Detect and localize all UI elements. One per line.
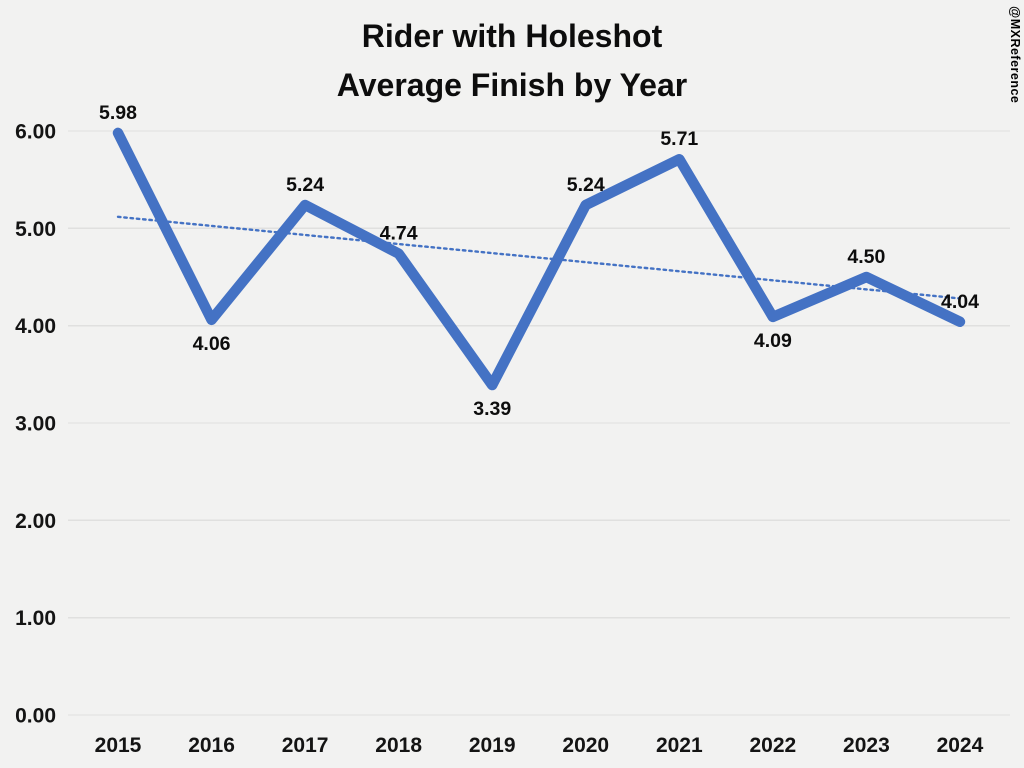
data-point-label: 4.04 (941, 291, 979, 313)
y-axis-tick-label: 4.00 (15, 315, 56, 338)
y-axis-tick-label: 6.00 (15, 121, 56, 144)
y-axis-tick-label: 5.00 (15, 218, 56, 241)
chart-title-line1: Rider with Holeshot (361, 18, 663, 54)
x-axis-tick-label: 2022 (749, 734, 796, 757)
y-axis-tick-label: 3.00 (15, 413, 56, 436)
data-point-label: 4.06 (193, 333, 231, 355)
y-axis-tick-label: 0.00 (15, 705, 56, 728)
x-axis-tick-label: 2021 (656, 734, 703, 757)
x-axis-tick-label: 2023 (843, 734, 890, 757)
watermark-credit: @MXReference (1008, 6, 1022, 104)
data-point-label: 5.24 (286, 174, 324, 196)
chart-title: Rider with Holeshot Average Finish by Ye… (0, 12, 1024, 110)
series-line (112, 127, 966, 391)
x-axis-tick-label: 2016 (188, 734, 235, 757)
x-axis-tick-label: 2020 (562, 734, 609, 757)
data-point-label: 5.71 (660, 128, 698, 150)
data-point-label: 3.39 (473, 398, 511, 420)
x-axis-tick-label: 2017 (282, 734, 329, 757)
y-axis-tick-label: 2.00 (15, 510, 56, 533)
data-point-label: 4.09 (754, 330, 792, 352)
trendline (116, 215, 962, 300)
data-point-label: 5.98 (99, 102, 137, 124)
x-axis-tick-label: 2024 (937, 734, 984, 757)
chart-title-line2: Average Finish by Year (336, 67, 688, 103)
x-axis-tick-label: 2018 (375, 734, 422, 757)
data-point-label: 4.74 (380, 223, 418, 245)
data-point-label: 5.24 (567, 174, 605, 196)
x-axis-tick-label: 2019 (469, 734, 516, 757)
x-axis-tick-label: 2015 (95, 734, 142, 757)
y-axis-tick-label: 1.00 (15, 607, 56, 630)
data-point-label: 4.50 (847, 246, 885, 268)
